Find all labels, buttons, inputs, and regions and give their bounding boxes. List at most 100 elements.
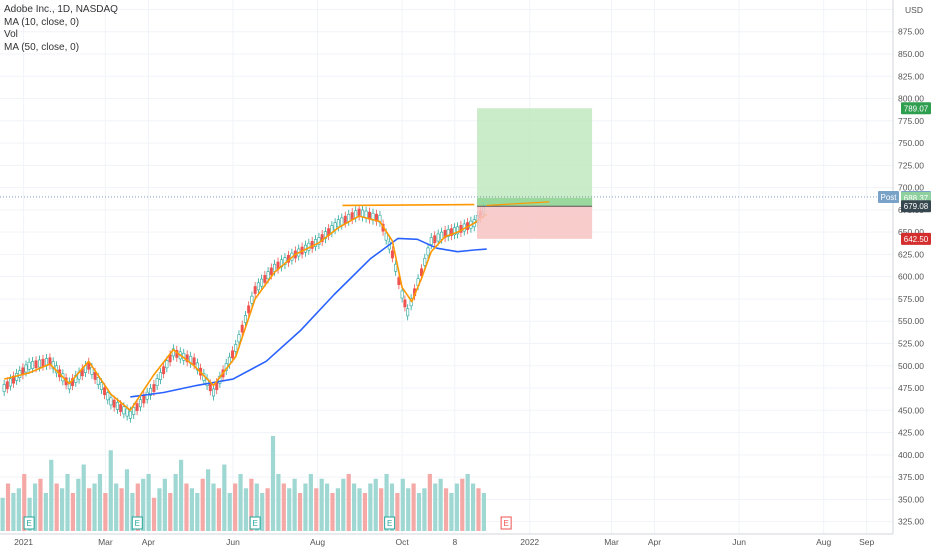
candle-body [247,305,251,314]
y-tick-label: 700.00 [898,183,924,193]
volume-bar [27,497,32,531]
volume-bar [411,483,416,531]
chart-legend: Adobe Inc., 1D, NASDAQ MA (10, close, 0)… [4,4,118,54]
y-tick-label: 550.00 [898,316,924,326]
volume-bar [49,459,54,531]
post-session-badge[interactable] [878,190,899,203]
volume-bar [195,493,200,531]
volume-bar [292,478,297,531]
candle-body [231,350,235,359]
y-tick-label: 500.00 [898,361,924,371]
volume-bar [314,488,319,531]
candle-body [2,384,6,392]
y-tick-label: 750.00 [898,138,924,148]
volume-bar [216,488,222,531]
volume-bar [124,469,130,531]
y-tick-label: 800.00 [898,94,924,104]
legend-ma50[interactable]: MA (50, close, 0) [4,41,80,53]
trend-line[interactable] [342,203,475,207]
candle-body [403,299,407,308]
y-tick-label: 525.00 [898,338,924,348]
volume-bar [287,488,292,531]
candle-body [138,399,142,408]
loss-zone[interactable] [477,206,593,239]
legend-ma10[interactable]: MA (10, close, 0) [4,16,80,28]
earnings-marker[interactable] [23,516,35,530]
volume-bar [119,488,124,531]
volume-bar [276,474,281,531]
volume-bar [227,493,232,531]
candle-body [452,227,456,236]
volume-bar [103,493,108,531]
volume-bar [141,478,146,531]
volume-bar [59,488,65,531]
volume-bar [135,483,140,531]
x-tick-label: Jun [732,537,746,547]
last-price-tag-label: 679.08 [904,202,929,211]
volume-bar [422,488,427,531]
volume-bar [70,493,76,531]
legend-volume[interactable]: Vol [4,29,18,40]
candle-body [158,372,162,381]
y-tick-label: 825.00 [898,71,924,81]
legend-title: Adobe Inc., 1D, NASDAQ [4,4,118,15]
earnings-marker-label: E [26,519,31,528]
volume-bar [330,493,335,531]
candle-body [41,358,45,367]
volume-bar [32,483,38,531]
target-price-tag[interactable] [901,102,931,115]
ma10-line[interactable] [4,213,488,412]
volume-bar [416,493,422,531]
volume-bar [260,493,265,531]
candle-body [273,263,277,272]
candle-body [314,239,318,247]
earnings-marker[interactable] [384,516,396,530]
volume-bar [270,436,276,531]
candle-body [34,360,38,369]
candle-body [400,290,404,299]
candle-body [67,381,71,390]
candle-body [185,354,189,363]
volume-bar [438,478,443,531]
volume-bar [222,464,227,531]
candle-body [394,263,398,272]
earnings-marker[interactable] [131,516,143,530]
volume-bar [341,478,346,531]
y-tick-label: 425.00 [898,428,924,438]
candle-body [132,407,136,415]
upcoming-earnings-marker[interactable] [500,516,512,530]
candle-body [266,271,270,280]
candle-body [426,247,430,256]
candle-body [125,408,129,417]
candle-body [340,217,344,226]
volume-bar [233,483,238,531]
y-tick-label: 475.00 [898,383,924,393]
volume-bar [162,478,167,531]
x-tick-label: 2022 [520,537,539,547]
volume-bar [0,497,5,531]
stop-price-tag[interactable] [901,232,931,245]
volume-bar [443,488,449,531]
candle-body [436,233,440,242]
y-tick-label: 350.00 [898,494,924,504]
x-tick-label: Mar [98,537,113,547]
candle-body [384,232,388,241]
volume-bar [470,483,476,531]
candle-body [212,388,216,397]
volume-bar [357,488,362,531]
earnings-marker[interactable] [249,516,261,530]
last-price-tag[interactable] [901,200,931,213]
candle-body [109,397,113,406]
volume-bar [427,474,432,531]
profit-zone[interactable] [477,108,593,207]
volume-bar [297,493,303,531]
candle-body [149,387,153,396]
y-tick-label: 625.00 [898,249,924,259]
ma50-line[interactable] [130,237,487,398]
candle-body [234,344,238,352]
candle-body [343,215,347,224]
candle-body [440,231,444,240]
x-tick-label: 8 [452,537,457,547]
stop-price-tag-label: 642.50 [904,235,929,244]
